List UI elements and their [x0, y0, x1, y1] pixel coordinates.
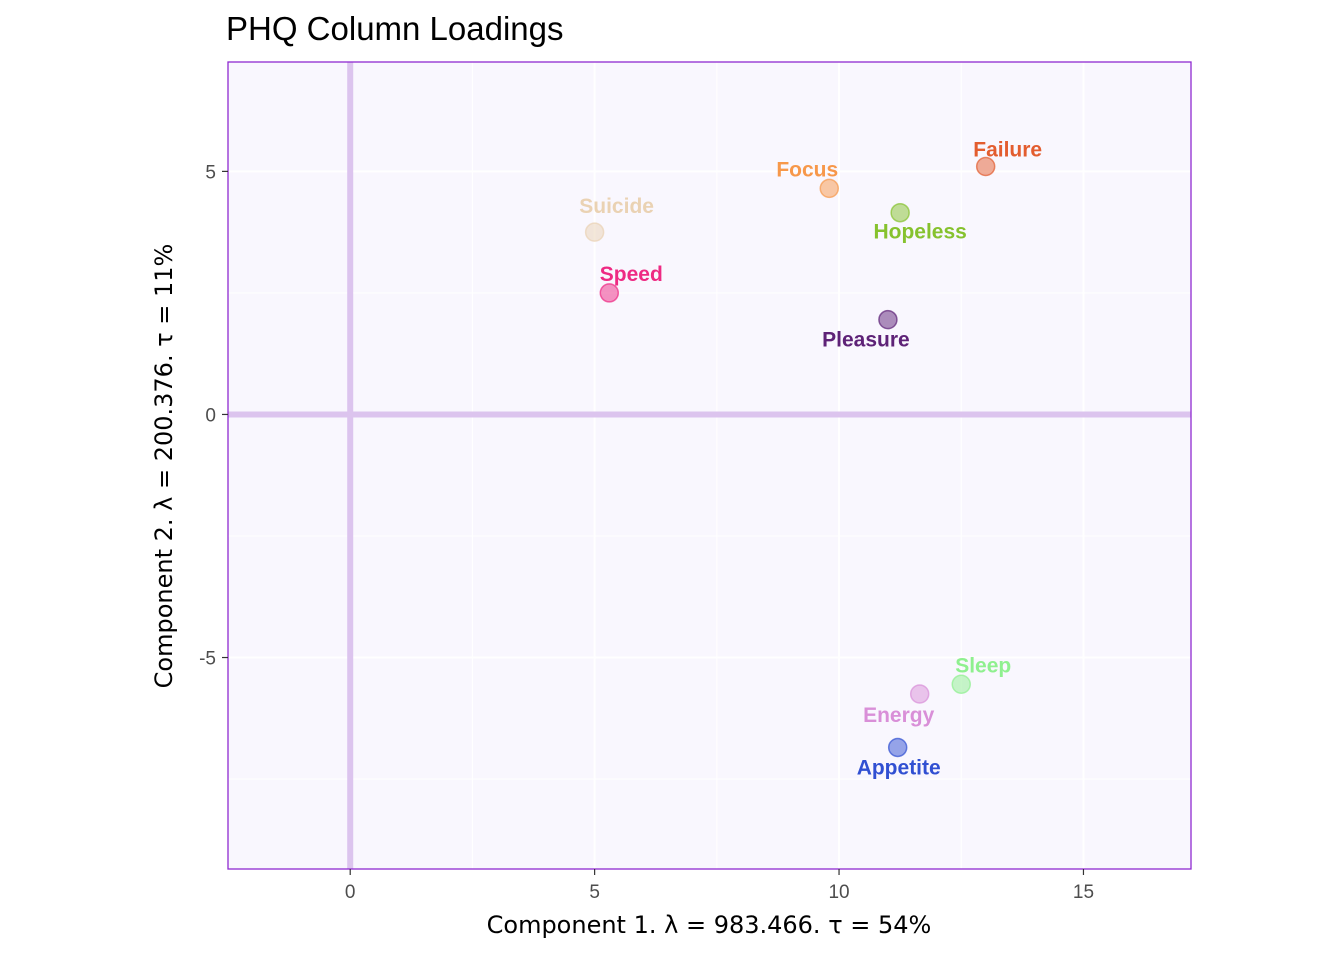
x-tick-label: 0 — [345, 882, 356, 903]
data-point — [878, 309, 898, 330]
data-point — [890, 202, 910, 223]
data-point — [909, 684, 930, 704]
x-axis-title: Component 1. λ = 983.466. τ = 54% — [487, 911, 932, 939]
data-point — [951, 674, 971, 695]
y-tick-label: 0 — [205, 405, 216, 426]
plot-panel: Failure Focus Hopeless Suicide Speed Pleasure… — [227, 61, 1192, 870]
data-point — [887, 737, 908, 758]
data-point — [819, 178, 840, 199]
point-label: Pleasure — [822, 329, 910, 352]
data-point — [599, 283, 620, 303]
y-tick-label: -5 — [199, 649, 216, 670]
data-point — [584, 222, 605, 242]
point-label: Appetite — [857, 756, 941, 779]
y-axis-title: Component 2. λ = 200.376. τ = 11% — [150, 244, 178, 689]
point-label: Suicide — [579, 195, 654, 218]
point-label: Hopeless — [873, 221, 966, 244]
data-point — [975, 156, 996, 177]
x-tick-label: 5 — [589, 882, 600, 903]
point-label: Focus — [776, 158, 838, 181]
panel-border — [227, 61, 1192, 870]
x-tick-label: 10 — [828, 882, 849, 903]
point-label: Speed — [600, 263, 663, 286]
point-label: Energy — [863, 704, 935, 727]
point-label: Failure — [973, 139, 1042, 162]
point-label: Sleep — [955, 654, 1011, 677]
chart-title: PHQ Column Loadings — [226, 10, 564, 47]
x-tick-label: 15 — [1073, 882, 1094, 903]
panel-background — [228, 62, 1191, 869]
y-tick-label: 5 — [205, 162, 216, 183]
